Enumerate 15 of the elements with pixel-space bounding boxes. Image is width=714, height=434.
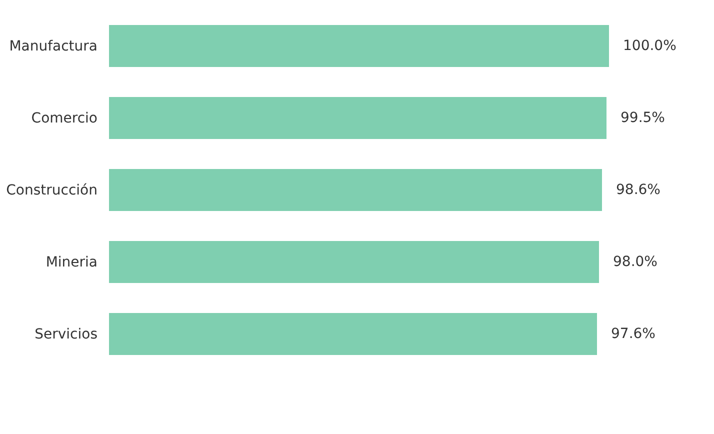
bar — [109, 313, 597, 355]
y-tick-label: Mineria — [46, 254, 98, 270]
data-label: 100.0% — [623, 38, 676, 54]
bar — [109, 169, 602, 211]
y-tick-label: Construcción — [6, 182, 98, 198]
data-label: 99.5% — [620, 110, 665, 126]
y-tick-label: Manufactura — [9, 38, 98, 54]
y-tick-label: Servicios — [34, 326, 98, 342]
y-tick-label: Comercio — [31, 110, 98, 126]
bar — [109, 25, 609, 67]
bar — [109, 97, 606, 139]
data-label: 98.6% — [616, 182, 660, 198]
bar — [109, 241, 599, 283]
data-label: 97.6% — [611, 326, 656, 342]
data-label: 98.0% — [613, 254, 658, 270]
